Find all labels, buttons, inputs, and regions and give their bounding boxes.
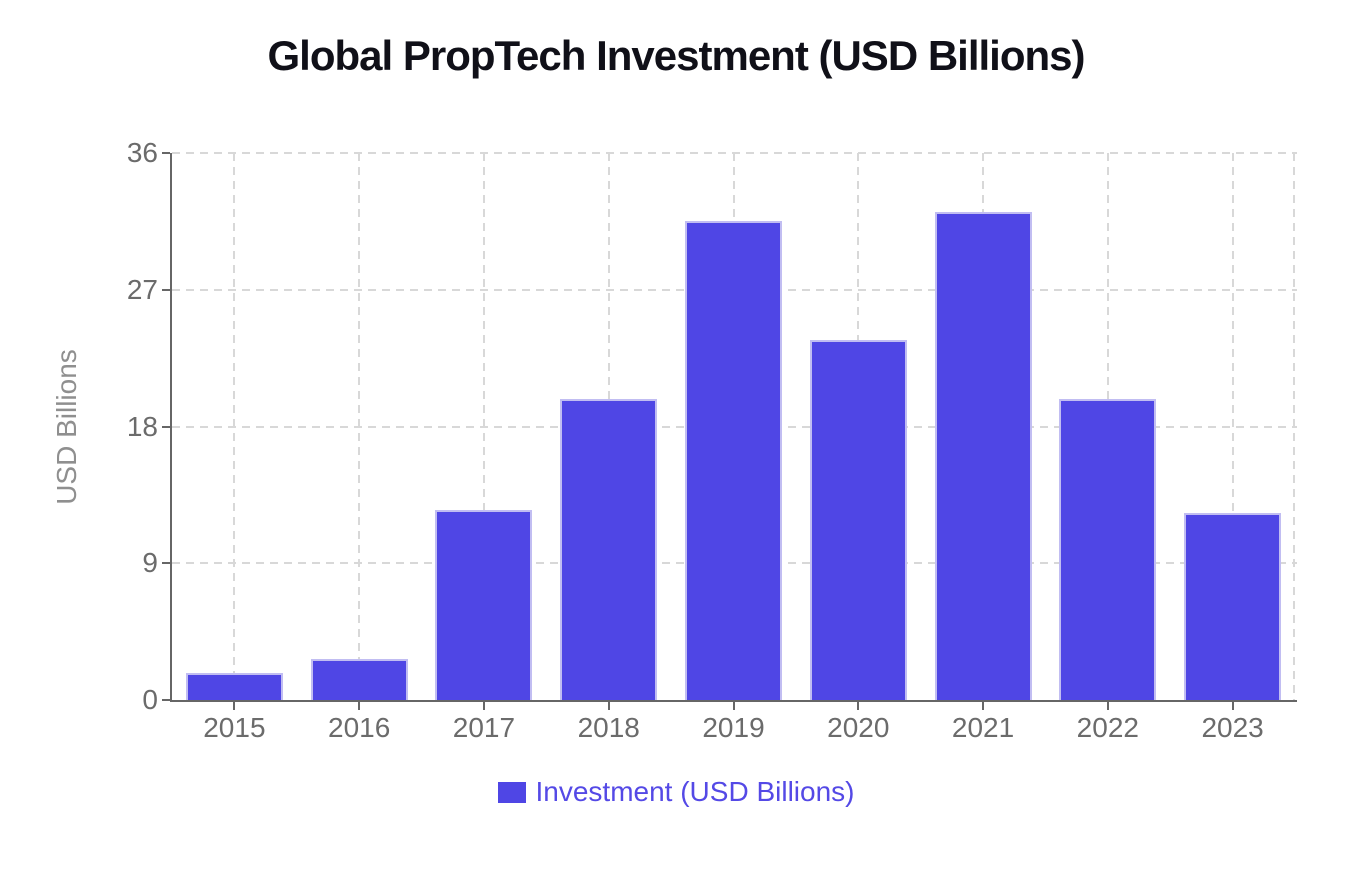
bar-2021[interactable]	[934, 212, 1032, 700]
bar-2016[interactable]	[310, 658, 408, 700]
plot-area	[170, 152, 1297, 702]
x-tick-label-2016: 2016	[328, 712, 391, 743]
y-tick-mark-0	[162, 699, 170, 701]
y-axis-ticks: 0 9 18 27 36	[0, 139, 170, 714]
x-tick-mark-2020	[857, 702, 860, 710]
x-tick-label-2018: 2018	[577, 712, 640, 743]
x-tick-label-2022: 2022	[1076, 712, 1139, 743]
y-tick-mark-36	[162, 152, 170, 154]
y-tick-mark-18	[162, 425, 170, 428]
x-tick-label-2017: 2017	[452, 712, 516, 743]
y-tick-mark-9	[162, 562, 170, 565]
bar-2022[interactable]	[1059, 399, 1157, 700]
bar-2017[interactable]	[435, 510, 533, 700]
x-tick-mark-2022	[1106, 702, 1109, 710]
gridline-x-2017	[482, 153, 485, 700]
x-tick-mark-2016	[358, 702, 361, 710]
y-tick-label-27: 27	[126, 273, 158, 305]
bars-layer	[172, 153, 1297, 700]
legend-swatch	[497, 781, 526, 803]
gridline-x-2015	[233, 153, 236, 700]
x-tick-mark-2021	[982, 702, 985, 710]
gridline-y-36	[172, 152, 1297, 154]
gridline-x-2023	[1231, 153, 1234, 700]
y-tick-label-18: 18	[126, 410, 158, 442]
bar-2023[interactable]	[1184, 513, 1282, 700]
gridline-x-2016	[358, 153, 361, 700]
x-tick-label-2019: 2019	[702, 712, 765, 743]
x-tick-label-2020: 2020	[827, 712, 890, 743]
y-tick-mark-27	[162, 288, 170, 291]
x-axis-ticks: 2015 2016 2017 2018 2019 2020 2021 2022 2023	[172, 702, 1295, 762]
x-tick-label-2021: 2021	[951, 712, 1015, 743]
x-tick-mark-2015	[233, 702, 236, 710]
legend-item-investment[interactable]: Investment (USD Billions)	[0, 776, 1352, 808]
gridline-right-edge	[1293, 153, 1295, 700]
y-tick-label-9: 9	[142, 547, 158, 579]
legend-label: Investment (USD Billions)	[535, 776, 855, 807]
x-tick-label-2023: 2023	[1201, 712, 1264, 743]
x-tick-mark-2023	[1231, 702, 1234, 710]
bar-2020[interactable]	[809, 339, 907, 700]
chart-title: Global PropTech Investment (USD Billions…	[267, 32, 1086, 79]
x-tick-mark-2017	[482, 702, 485, 710]
bar-2018[interactable]	[560, 399, 658, 700]
x-tick-mark-2018	[607, 702, 610, 710]
y-tick-label-36: 36	[126, 137, 158, 168]
x-tick-mark-2019	[732, 702, 735, 710]
bar-2019[interactable]	[685, 221, 782, 700]
x-tick-label-2015: 2015	[203, 712, 266, 743]
bar-2015[interactable]	[185, 672, 283, 700]
y-tick-label-0: 0	[142, 684, 158, 715]
